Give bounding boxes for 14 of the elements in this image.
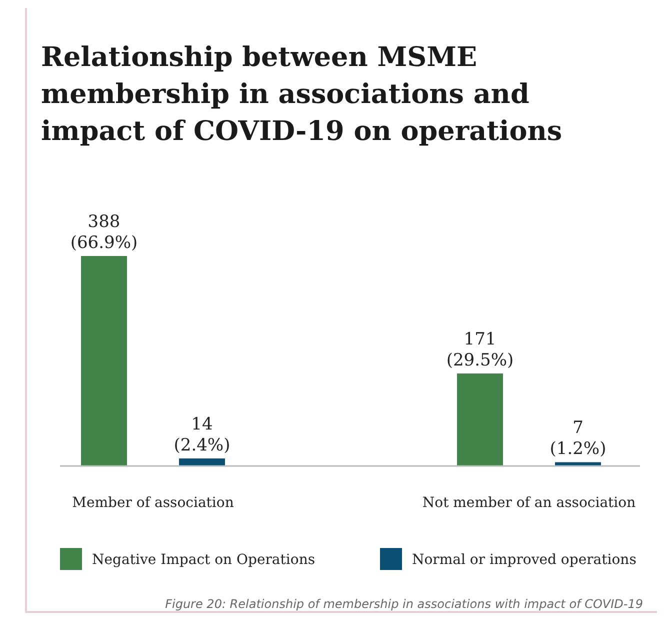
- x-tick-label: Member of association: [72, 495, 234, 511]
- legend-label: Normal or improved operations: [412, 552, 636, 568]
- data-label: 388 (66.9%): [70, 212, 138, 253]
- legend-label: Negative Impact on Operations: [92, 552, 316, 568]
- bar: [81, 256, 127, 466]
- caption: Figure 20: Relationship of membership in associations with impact of COVID-19: [165, 597, 643, 611]
- bar: [179, 458, 225, 466]
- data-label: 14 (2.4%): [174, 414, 230, 456]
- data-label: 7 (1.2%): [550, 418, 606, 460]
- x-tick-label: Not member of an association: [422, 495, 636, 511]
- bar: [555, 462, 601, 466]
- data-label: 171 (29.5%): [446, 329, 514, 370]
- bar: [457, 373, 503, 466]
- chart-title: Relationship between MSME membership in associations and impact of COVID-19 on operations: [41, 42, 562, 147]
